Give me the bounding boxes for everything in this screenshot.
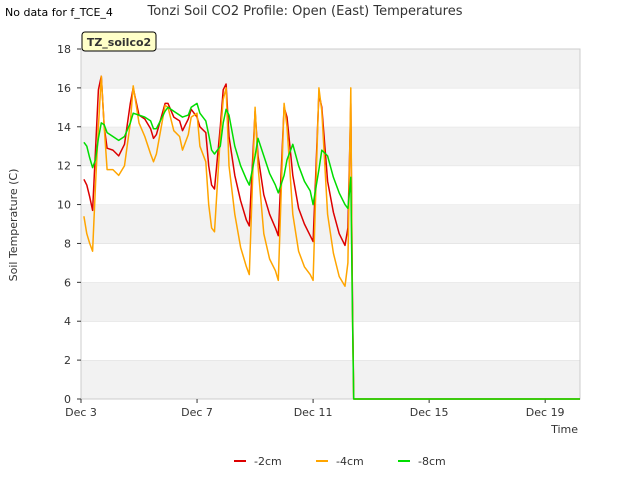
y-tick-label: 2	[64, 354, 71, 367]
legend-label: -2cm	[254, 455, 282, 468]
x-tick-label: Dec 7	[181, 406, 213, 419]
grid-band	[81, 282, 580, 322]
y-axis: 0 2 4 6 8 10 12 14 16 18	[57, 43, 81, 406]
series-group	[83, 75, 580, 400]
y-tick-label: 18	[57, 43, 71, 56]
legend-label: -8cm	[418, 455, 446, 468]
x-tick-label: Dec 11	[294, 406, 333, 419]
x-axis-label: Time	[550, 423, 578, 436]
grid-band	[81, 321, 580, 361]
series-line-8cm	[83, 102, 580, 400]
badge-label: TZ_soilco2	[87, 36, 151, 49]
badge-box	[81, 31, 157, 52]
badge: TZ_soilco2	[81, 31, 157, 52]
x-tick-label: Dec 19	[526, 406, 565, 419]
y-tick-label: 4	[64, 315, 71, 328]
legend-label: -4cm	[336, 455, 364, 468]
grid-band	[81, 87, 580, 127]
plot-area	[80, 48, 581, 400]
y-tick-label: 0	[64, 393, 71, 406]
grid-band	[81, 49, 580, 88]
x-tick-label: Dec 3	[65, 406, 97, 419]
chart-title: Tonzi Soil CO2 Profile: Open (East) Temp…	[146, 4, 462, 19]
legend: -2cm -4cm -8cm	[234, 455, 446, 468]
grid-band	[81, 126, 580, 166]
x-tick-label: Dec 15	[410, 406, 449, 419]
grid-band	[81, 243, 580, 283]
y-tick-label: 16	[57, 82, 71, 95]
y-tick-label: 6	[64, 276, 71, 289]
x-axis: Dec 3 Dec 7 Dec 11 Dec 15 Dec 19	[65, 399, 565, 419]
y-tick-label: 8	[64, 237, 71, 250]
plot-bands	[81, 48, 580, 399]
y-tick-label: 12	[57, 160, 71, 173]
grid-band	[81, 360, 580, 399]
y-axis-label: Soil Temperature (C)	[7, 169, 20, 282]
y-tick-label: 14	[57, 121, 71, 134]
y-tick-label: 10	[57, 199, 71, 212]
no-data-note: No data for f_TCE_4	[5, 6, 113, 19]
